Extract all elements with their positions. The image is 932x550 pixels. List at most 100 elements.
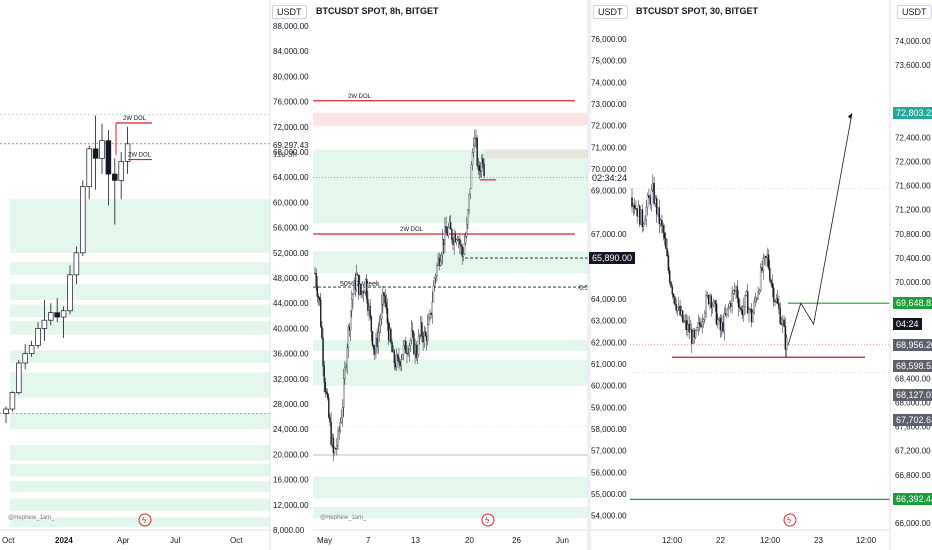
zone-rect: [10, 444, 270, 461]
price-tick-label: 12,000.00: [273, 501, 309, 510]
candle-body: [428, 317, 430, 325]
price-tick-label: 72,000.00: [273, 123, 309, 132]
currency-button-left[interactable]: USDT: [593, 5, 628, 19]
candle-body: [112, 173, 118, 181]
candle-body: [105, 140, 112, 175]
candle-body: [48, 312, 54, 321]
candle-body: [700, 324, 702, 328]
candle-body: [356, 274, 359, 276]
candle-body: [41, 319, 48, 329]
time-tick-label: Jun: [556, 536, 569, 545]
candle-body: [347, 326, 350, 349]
candle-body: [407, 353, 409, 355]
candle-body: [408, 345, 411, 354]
candle-body: [681, 310, 684, 322]
candle-body: [477, 165, 480, 167]
candle-body: [724, 313, 727, 316]
price-tick-label: 74,000.00: [591, 78, 627, 87]
candle-body: [748, 309, 750, 314]
price-tick-label: 72,000.00: [895, 158, 931, 167]
candle-body: [403, 340, 406, 346]
candle-body: [379, 318, 382, 326]
price-tick-label: 71,600.00: [895, 182, 931, 191]
candle-body: [320, 300, 322, 327]
candle-body: [672, 293, 675, 298]
candle-body: [680, 310, 683, 316]
candle-body: [652, 183, 654, 191]
candle-body: [380, 304, 383, 320]
chart-title: BTCUSDT SPOT, 30, BITGET: [636, 6, 759, 16]
candle-body: [481, 158, 483, 172]
candle-body: [462, 253, 465, 257]
price-tick-label: 54,000.00: [591, 512, 627, 521]
candle-body: [466, 224, 468, 237]
candle-body: [726, 308, 728, 316]
candle-body: [401, 354, 404, 360]
time-tick-label: 12:00: [662, 536, 683, 545]
candle-body: [771, 283, 774, 288]
candle-body: [460, 244, 462, 247]
time-tick-label: Oct: [2, 536, 15, 545]
candle-body: [414, 344, 416, 354]
candle-body: [633, 205, 636, 209]
candle-body: [736, 286, 739, 298]
candle-body: [741, 309, 744, 316]
candle-body: [334, 448, 337, 450]
candle-body: [779, 308, 781, 324]
price-tick-label: 67,000.00: [591, 230, 627, 239]
candle-body: [67, 274, 73, 312]
currency-button[interactable]: USDT: [272, 5, 307, 19]
candle-body: [392, 350, 394, 353]
candle-body: [709, 295, 711, 305]
candle-body: [366, 279, 368, 300]
candle-body: [397, 354, 399, 358]
candle-body: [763, 256, 766, 259]
candle-body: [776, 298, 779, 304]
candle-body: [338, 430, 340, 432]
candle-body: [322, 337, 324, 366]
candle-body: [676, 307, 679, 311]
candle-body: [409, 340, 412, 346]
time-tick-label: 20: [465, 536, 474, 545]
price-tick-label: 73,600.00: [895, 61, 931, 70]
price-tick-label: 16,000.00: [273, 476, 309, 485]
zone-rect: [10, 480, 270, 493]
candle-body: [458, 239, 460, 241]
candle-body: [423, 331, 425, 343]
candle-body: [346, 347, 348, 367]
candle-body: [440, 254, 443, 262]
candle-body: [452, 239, 454, 245]
candle-body: [455, 239, 458, 243]
candle-body: [3, 408, 9, 414]
price-tick-label: 66,800.00: [895, 471, 931, 480]
candle-body: [398, 357, 400, 363]
dol-label-2: 2W DOL: [400, 227, 424, 233]
candle-body: [395, 354, 398, 368]
candle-body: [400, 358, 402, 366]
candle-body: [370, 316, 373, 332]
candle-body: [704, 312, 706, 320]
candle-body: [317, 296, 320, 298]
candle-body: [684, 320, 687, 322]
candle-body: [326, 392, 329, 399]
currency-button[interactable]: USDT: [897, 5, 932, 19]
candle-body: [118, 161, 124, 181]
candle-body: [390, 328, 392, 343]
candle-body: [665, 238, 667, 249]
candle-body: [375, 338, 377, 355]
zone-rect: [10, 304, 270, 318]
candle-body: [374, 348, 376, 355]
time-tick-label: Apr: [117, 536, 130, 545]
candle-body: [474, 137, 476, 147]
candle-body: [376, 338, 378, 347]
price-tick-label: 8,000.00: [273, 526, 305, 535]
candle-body: [715, 303, 718, 325]
current-price-label: 69,297.43: [273, 141, 309, 150]
candle-body: [654, 198, 657, 204]
price-tick-label: 62,000.00: [591, 338, 627, 347]
zone-rect: [10, 350, 270, 364]
candle-body: [413, 332, 415, 354]
candle-body: [429, 312, 431, 319]
candle-body: [476, 138, 478, 166]
author-watermark: @Hephew_1am_: [8, 515, 55, 521]
